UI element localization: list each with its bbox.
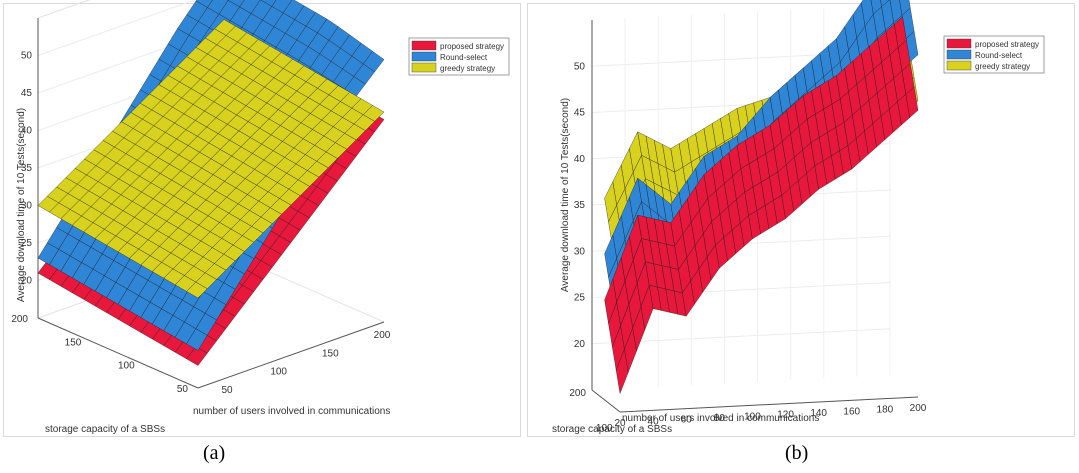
grid-line xyxy=(591,328,891,345)
z-tick-label: 20 xyxy=(574,339,586,350)
z-tick-label: 30 xyxy=(21,201,33,212)
x-tick-label: 20 xyxy=(614,418,626,429)
x-axis-label: number of users involved in communicatio… xyxy=(622,413,819,424)
z-tick-label: 50 xyxy=(21,51,33,62)
y-axis-label: storage capacity of a SBSs xyxy=(45,424,165,435)
x-tick-label: 180 xyxy=(877,405,894,416)
z-tick-label: 45 xyxy=(21,88,33,99)
x-tick-label: 60 xyxy=(681,415,693,426)
surface-cell xyxy=(228,0,245,8)
y-tick-label: 50 xyxy=(177,384,189,395)
ribbon-cell xyxy=(889,0,903,24)
ribbon-cell xyxy=(861,0,874,27)
x-tick-label: 50 xyxy=(221,385,233,396)
x-tick-label: 100 xyxy=(270,367,287,378)
x-tick-label: 40 xyxy=(648,416,660,427)
surface-cell xyxy=(362,105,385,122)
ribbon-cell xyxy=(899,0,911,16)
ribbon-cell xyxy=(870,0,882,15)
axis-line xyxy=(197,321,385,389)
back-panel-line xyxy=(37,0,91,19)
z-tick-label: 25 xyxy=(574,293,586,304)
z-tick-label: 45 xyxy=(574,108,586,119)
ribbon-cell xyxy=(880,0,890,8)
caption-a: (a) xyxy=(203,442,226,464)
x-tick-label: 160 xyxy=(843,406,860,417)
z-tick-label: 40 xyxy=(21,126,33,137)
x-tick-label: 140 xyxy=(810,408,827,419)
surface-cell xyxy=(195,0,213,8)
z-tick-label: 30 xyxy=(574,246,586,257)
ribbon-proposed-strategy xyxy=(604,16,919,395)
z-axis-label: Average download time of 10 Tests(second… xyxy=(16,108,27,302)
x-tick-label: 80 xyxy=(714,413,726,424)
x-axis-label: number of users involved in communicatio… xyxy=(193,406,390,417)
x-tick-label: 200 xyxy=(374,330,391,341)
surface-cell xyxy=(260,0,277,7)
z-tick-label: 40 xyxy=(574,154,586,165)
legend-label: greedy strategy xyxy=(440,64,495,73)
z-tick-label: 20 xyxy=(21,276,33,287)
legend-swatch xyxy=(411,62,437,73)
ribbon-cell xyxy=(894,16,907,48)
y-tick-label: 200 xyxy=(569,388,586,399)
y-tick-label: 200 xyxy=(11,314,28,325)
surface-greedy-strategy xyxy=(37,19,385,299)
legend-swatch xyxy=(946,60,972,71)
axis-line xyxy=(37,317,199,389)
axis-line xyxy=(591,389,621,413)
legend-label: Round-select xyxy=(975,51,1023,60)
y-tick-label: 100 xyxy=(118,361,135,372)
x-tick-label: 200 xyxy=(910,403,927,414)
y-axis-label: storage capacity of a SBSs xyxy=(552,424,672,435)
legend-label: proposed strategy xyxy=(975,40,1039,49)
ribbon-cell xyxy=(881,0,894,31)
z-axis-label: Average download time of 10 Tests(second… xyxy=(560,98,571,292)
legend-swatch xyxy=(946,38,972,49)
legend-label: greedy strategy xyxy=(975,62,1030,71)
caption-b: (b) xyxy=(785,442,809,464)
z-tick-label: 25 xyxy=(21,238,33,249)
surface-cell xyxy=(363,51,385,73)
legend-label: Round-select xyxy=(440,53,488,62)
legend-label: proposed strategy xyxy=(440,42,504,51)
legend-swatch xyxy=(946,49,972,60)
z-tick-label: 35 xyxy=(574,200,586,211)
x-tick-label: 100 xyxy=(744,411,761,422)
z-tick-label: 50 xyxy=(574,61,586,72)
y-tick-label: 100 xyxy=(596,423,613,434)
x-tick-label: 150 xyxy=(322,348,339,359)
z-tick-label: 35 xyxy=(21,163,33,174)
axis-line xyxy=(619,396,919,413)
x-tick-label: 120 xyxy=(777,410,794,421)
legend-swatch xyxy=(411,51,437,62)
y-tick-label: 150 xyxy=(65,337,82,348)
grid-line xyxy=(37,0,196,56)
legend-swatch xyxy=(411,40,437,51)
